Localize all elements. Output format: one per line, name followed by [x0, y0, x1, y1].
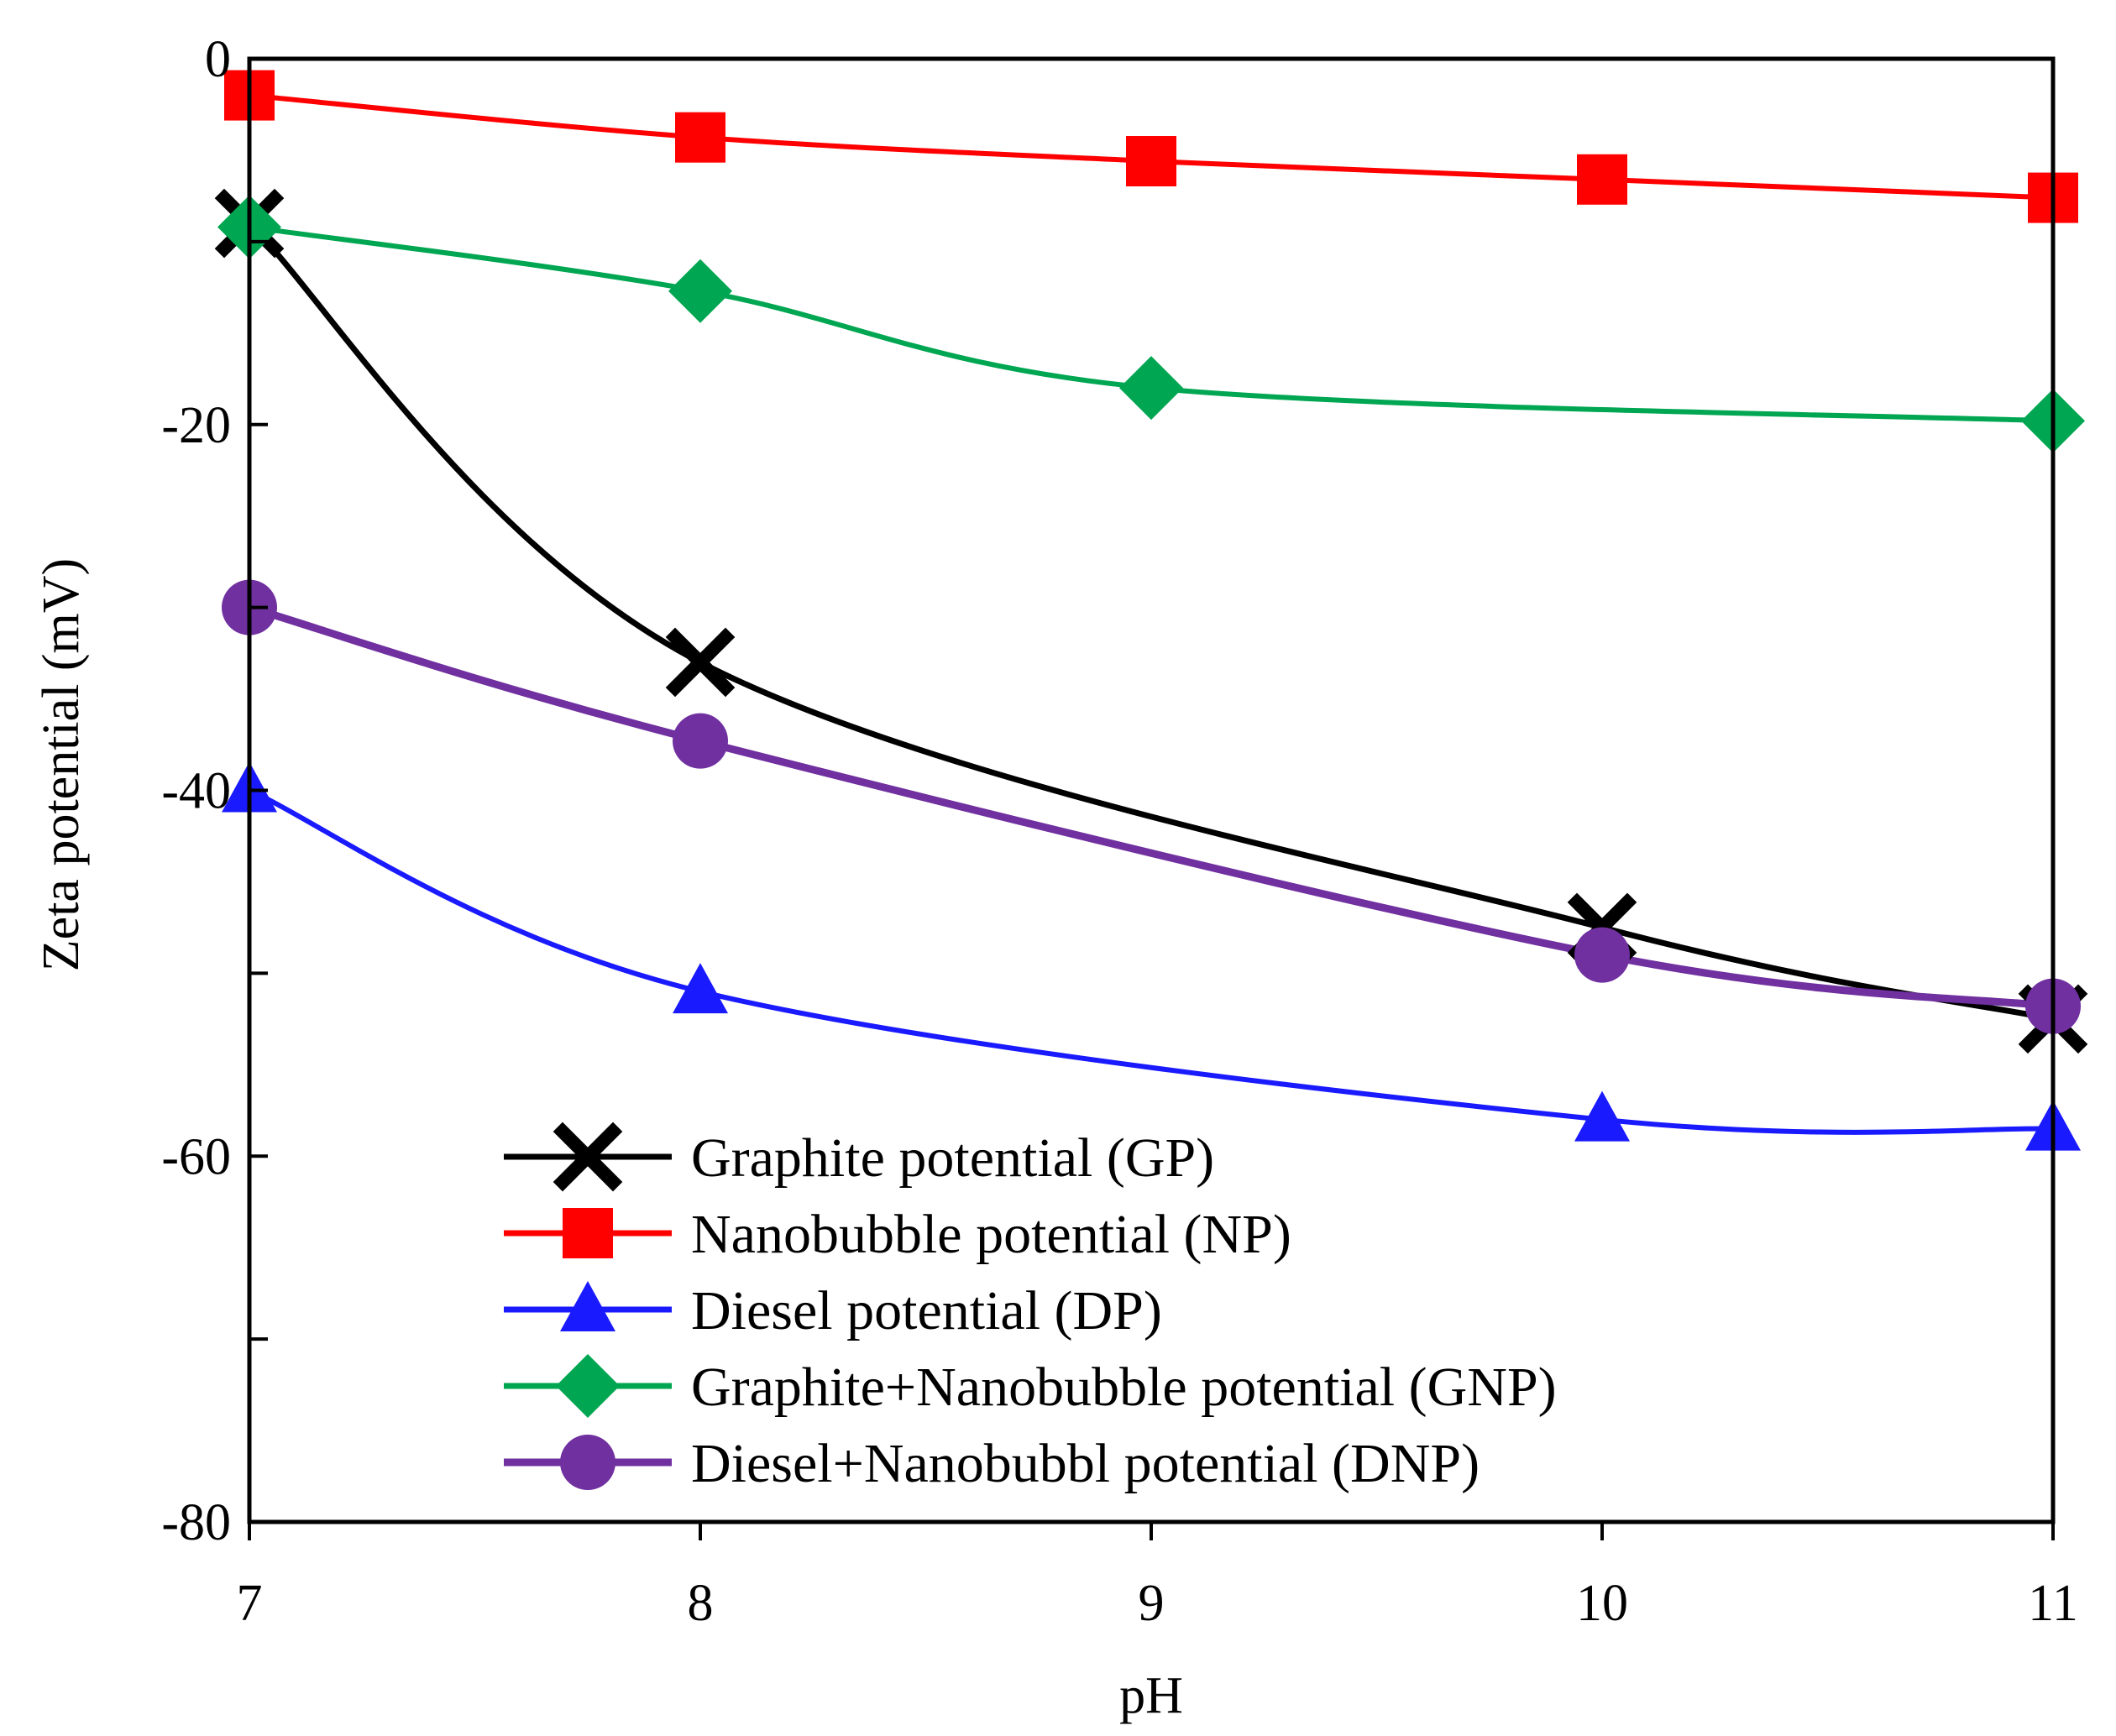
- y-axis-title: Zeta potential (mV): [33, 558, 90, 971]
- data-point-dp: [673, 963, 728, 1014]
- legend-label: Graphite potential (GP): [691, 1127, 1214, 1189]
- data-point-gp: [665, 627, 736, 698]
- legend-label: Nanobubble potential (NP): [691, 1204, 1291, 1265]
- legend-label: Graphite+Nanobubble potential (GNP): [691, 1357, 1557, 1418]
- data-point-dnp: [673, 713, 728, 769]
- data-point-gnp: [1119, 356, 1183, 421]
- x-axis-ticks: [248, 1522, 2055, 1540]
- x-axis-title: pH: [1119, 1667, 1183, 1724]
- y-tick-label: 0: [205, 31, 231, 88]
- y-axis-tick-labels: 0 -20 -40 -60 -80: [161, 31, 231, 1551]
- x-tick-label: 11: [2028, 1575, 2078, 1632]
- legend-marker-dnp: [560, 1435, 615, 1490]
- data-point-gnp: [668, 259, 732, 323]
- data-point-np: [1577, 154, 1627, 205]
- legend-marker-np: [563, 1208, 613, 1258]
- y-tick-label: -40: [161, 763, 231, 820]
- legend-marker-gp: [553, 1122, 623, 1192]
- legend: Graphite potential (GP) Nanobubble potent…: [504, 1122, 1557, 1494]
- legend-marker-gnp: [556, 1354, 620, 1418]
- series-curves: [247, 92, 2054, 1135]
- x-tick-label: 7: [237, 1575, 263, 1632]
- x-tick-label: 10: [1576, 1575, 1628, 1632]
- legend-entry-gnp: Graphite+Nanobubble potential (GNP): [504, 1354, 1557, 1418]
- data-point-dp: [1574, 1090, 1630, 1142]
- legend-entry-dnp: Diesel+Nanobubbl potential (DNP): [504, 1433, 1480, 1494]
- legend-label: Diesel potential (DP): [691, 1280, 1162, 1341]
- y-axis-ticks: [249, 57, 268, 1524]
- y-tick-label: -60: [161, 1128, 231, 1185]
- data-point-dnp: [1574, 927, 1630, 983]
- legend-entry-dp: Diesel potential (DP): [504, 1280, 1162, 1341]
- x-axis-tick-labels: 7 8 9 10 11: [237, 1575, 2078, 1632]
- y-tick-label: -20: [161, 397, 231, 454]
- data-point-np: [675, 112, 725, 163]
- x-tick-label: 8: [688, 1575, 714, 1632]
- legend-label: Diesel+Nanobubbl potential (DNP): [691, 1433, 1480, 1494]
- y-tick-label: -80: [161, 1494, 231, 1551]
- legend-entry-np: Nanobubble potential (NP): [504, 1204, 1291, 1265]
- series-line-dp: [248, 787, 2054, 1135]
- legend-entry-gp: Graphite potential (GP): [504, 1122, 1214, 1192]
- x-tick-label: 9: [1139, 1575, 1165, 1632]
- series-line-gp: [247, 221, 2054, 1022]
- series-line-gnp: [249, 224, 2054, 424]
- legend-marker-dp: [560, 1281, 615, 1331]
- series-line-dnp: [248, 604, 2054, 1011]
- data-point-np: [1126, 136, 1176, 187]
